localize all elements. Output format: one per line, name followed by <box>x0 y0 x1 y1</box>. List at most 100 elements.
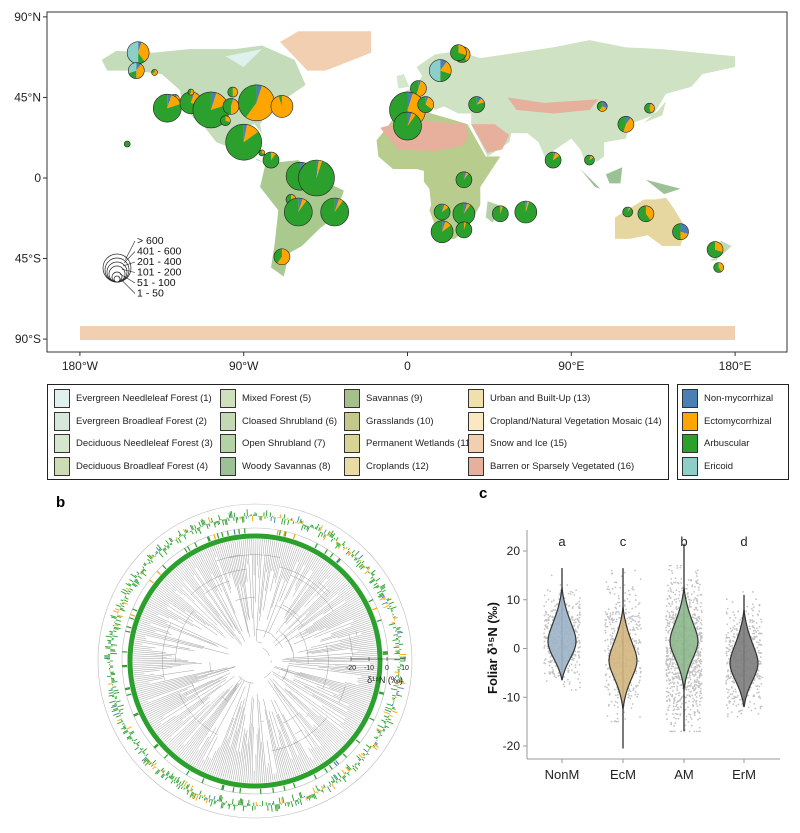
pie-slice <box>637 205 651 222</box>
type-tick <box>129 617 135 620</box>
data-point <box>610 572 613 575</box>
data-point <box>624 599 626 602</box>
data-point <box>732 690 735 693</box>
data-point <box>688 604 691 606</box>
data-point <box>617 706 619 709</box>
branch <box>134 645 156 649</box>
data-point <box>733 625 736 627</box>
branch <box>163 700 211 743</box>
site-pie <box>225 123 262 161</box>
data-point <box>696 664 698 666</box>
pie-outline <box>262 151 280 169</box>
data-point <box>666 687 669 690</box>
d15n-bar <box>380 585 386 589</box>
d15n-bar <box>331 776 336 783</box>
branch <box>285 551 310 600</box>
d15n-bar <box>111 708 119 713</box>
data-point <box>634 569 636 572</box>
branch <box>292 679 365 716</box>
branch-arc <box>294 729 303 735</box>
pie-slice <box>463 203 471 214</box>
d15n-bar <box>114 623 121 626</box>
d15n-bar <box>154 555 157 557</box>
data-point <box>698 617 701 620</box>
d15n-bar <box>384 709 391 713</box>
data-point <box>563 685 566 688</box>
data-point <box>725 650 728 653</box>
branch <box>146 696 187 718</box>
pie-slice <box>232 87 238 98</box>
branch <box>142 688 188 708</box>
data-point <box>632 619 635 622</box>
data-point <box>576 602 579 605</box>
branch-arc <box>282 713 299 724</box>
data-point <box>678 599 681 602</box>
d15n-bar <box>142 569 145 572</box>
data-point <box>577 627 579 629</box>
data-point <box>552 609 555 611</box>
data-point <box>751 632 754 635</box>
d15n-bar <box>166 772 170 777</box>
pie-slice <box>187 89 191 95</box>
d15n-bar <box>341 776 347 783</box>
type-tick <box>154 744 159 749</box>
data-point <box>624 718 627 720</box>
branch <box>357 679 376 684</box>
data-point <box>639 578 642 580</box>
data-point <box>692 669 694 672</box>
d15n-bar <box>214 521 217 525</box>
branch <box>170 689 229 750</box>
pie-slice <box>476 98 485 105</box>
d15n-bar <box>313 793 317 800</box>
data-point <box>666 619 669 622</box>
d15n-bar <box>336 541 339 545</box>
d15n-bar <box>281 797 284 804</box>
branch <box>142 614 216 645</box>
pie-slice <box>238 84 257 118</box>
data-point <box>732 677 735 680</box>
d15n-bar <box>114 697 118 699</box>
data-point <box>747 694 750 697</box>
type-tick <box>372 607 378 611</box>
branch <box>148 676 228 722</box>
legend-label: Deciduous Broadleaf Forest (4) <box>76 460 209 472</box>
d15n-bar <box>392 626 397 629</box>
data-point <box>726 607 729 610</box>
data-point <box>578 650 581 653</box>
d15n-bar <box>133 741 136 744</box>
data-point <box>635 670 638 673</box>
d15n-bar <box>299 798 303 805</box>
data-point <box>631 618 633 620</box>
data-point <box>635 672 637 675</box>
site-pie <box>428 59 452 82</box>
d15n-bar <box>397 631 404 634</box>
site-pie <box>455 221 473 239</box>
data-point <box>578 656 581 659</box>
data-point <box>610 720 613 723</box>
d15n-bar <box>115 700 121 703</box>
d15n-bar <box>123 599 129 603</box>
branch <box>160 720 183 739</box>
data-point <box>696 609 699 612</box>
d15n-bar <box>210 799 214 807</box>
site-pie <box>706 241 724 258</box>
branch <box>133 662 197 665</box>
data-point <box>726 623 729 626</box>
pie-slice <box>210 91 217 110</box>
data-point <box>665 629 668 632</box>
d15n-bar <box>146 554 152 560</box>
branch <box>187 680 243 763</box>
d15n-bar <box>108 694 115 697</box>
data-point <box>638 679 641 682</box>
branch <box>271 544 292 609</box>
d15n-bar <box>111 695 115 698</box>
data-point <box>674 717 677 720</box>
pie-slice <box>463 171 467 180</box>
d15n-bar <box>342 546 345 549</box>
data-point <box>691 616 694 619</box>
branch <box>182 685 238 760</box>
data-point <box>565 603 568 605</box>
d15n-bar <box>213 795 216 801</box>
data-point <box>604 639 607 642</box>
d15n-bar <box>183 534 187 540</box>
